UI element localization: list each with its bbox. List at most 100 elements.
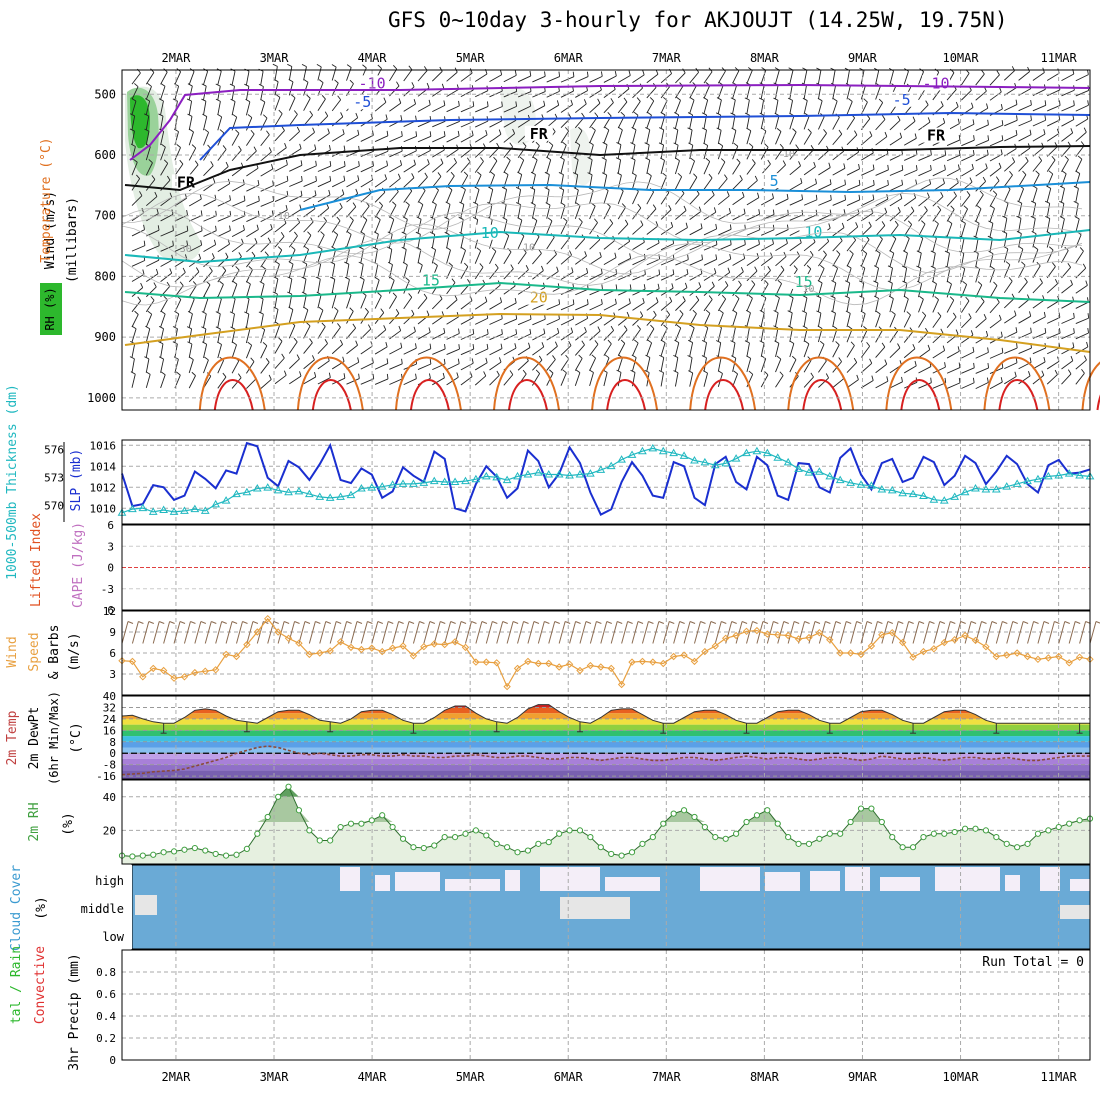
wind-barb-flag	[884, 359, 888, 365]
wind-barb	[732, 284, 742, 297]
wind-barb	[632, 101, 641, 114]
wind-barb-flag	[597, 98, 601, 104]
wind10m-marker	[721, 634, 730, 643]
wind-barb-flag	[458, 344, 460, 350]
wind-barb	[346, 220, 354, 233]
wind10m-barb	[444, 621, 452, 644]
wind-barb	[961, 351, 975, 359]
wind-barb	[531, 189, 536, 204]
wind-barb	[246, 133, 255, 146]
wind-barb-flag	[1051, 262, 1056, 267]
wind-barb	[675, 210, 687, 220]
wind-barb	[160, 131, 165, 146]
wind-barb	[975, 351, 989, 359]
wind-barb	[517, 105, 531, 113]
wind-barb-flag	[471, 358, 474, 364]
wind-barb-flag	[1059, 185, 1065, 189]
wind-barb-flag	[633, 339, 639, 344]
wind-barb	[1061, 188, 1065, 203]
wind-barb	[146, 273, 159, 282]
wind10m-marker	[399, 642, 407, 650]
wind-barb	[432, 135, 446, 143]
wind-barb-flag	[415, 373, 417, 379]
thickness-marker	[284, 487, 293, 496]
wind10m-marker	[368, 644, 376, 652]
wind-barb-flag	[557, 328, 560, 334]
wind-barb	[145, 314, 153, 328]
x-tick-label-bottom: 9MAR	[848, 1070, 878, 1084]
wind-barb	[717, 327, 722, 342]
wind-barb-flag	[850, 341, 855, 346]
wind-barb-flag	[333, 307, 339, 312]
wind-barb	[675, 243, 689, 251]
axis-label-temp-c: (6hr Min/Max)	[47, 691, 61, 785]
wind10m-markers	[118, 614, 1094, 691]
wind-barb	[717, 145, 724, 160]
wind-barb-flag	[1022, 170, 1027, 175]
wind-barb	[474, 161, 484, 173]
isotherm-label: -10	[359, 74, 386, 92]
wind-barb-flag	[215, 98, 221, 102]
thickness-marker	[991, 484, 1001, 493]
wind-barb-flag	[930, 150, 932, 156]
wind10m-barb-flag	[325, 621, 331, 624]
wind10m-barb	[704, 621, 712, 644]
wind10m-marker	[472, 658, 480, 666]
wind-barb-flag	[359, 276, 365, 281]
wind-barb-flag	[1073, 201, 1079, 204]
wind10m-barb-flag	[544, 621, 550, 624]
wind-barb	[517, 318, 532, 326]
wind-barb-flag	[440, 158, 444, 164]
wind-barb	[1075, 90, 1089, 97]
wind-barb-flag	[241, 238, 244, 244]
wind-barb-flag	[746, 355, 751, 359]
wind-barb	[1075, 203, 1079, 218]
wind-barb-flag	[873, 265, 879, 269]
wind-barb	[918, 283, 923, 298]
wind-barb	[946, 253, 950, 268]
wind-barb-flag	[416, 216, 422, 220]
wind-barb-flag	[427, 159, 430, 165]
wind10m-barb	[423, 621, 431, 644]
wind-barb	[875, 363, 887, 374]
wind-barb-flag	[150, 68, 155, 73]
wind-barb	[861, 362, 873, 373]
wind-barb-flag	[169, 268, 173, 274]
wind-barb	[960, 223, 966, 237]
thickness-marker	[887, 485, 897, 494]
wind-barb-flag	[947, 220, 953, 224]
wind-barb	[332, 377, 346, 385]
wind-barb	[1003, 174, 1013, 187]
wind10m-barb	[142, 621, 150, 644]
cloud-gap-high	[605, 877, 660, 891]
wind-barb-flag	[1015, 99, 1018, 105]
wind-barb-flag	[629, 284, 632, 290]
wind-barb	[889, 198, 903, 207]
wind-barb-flag	[336, 216, 341, 222]
wind10m-marker	[1075, 653, 1084, 661]
wind-barb-flag	[927, 344, 931, 350]
rh2m-marker	[129, 853, 136, 860]
wind-barb-flag	[674, 112, 679, 116]
wind-barb-flag	[472, 216, 478, 220]
wind10m-barb-flag	[304, 621, 311, 624]
wind-barb	[1032, 374, 1045, 385]
wind-barb-flag	[645, 354, 651, 358]
wind-barb-flag	[337, 95, 342, 101]
wind-barb-flag	[698, 282, 702, 288]
wind-barb-flag	[764, 143, 769, 148]
wind-barb	[203, 116, 208, 131]
wind-barb	[131, 100, 137, 115]
wind-barb-flag	[367, 324, 372, 330]
wind-barb	[689, 227, 703, 236]
wind-barb-flag	[387, 261, 393, 266]
wind-barb-flag	[1059, 216, 1065, 220]
wind-barb	[360, 378, 374, 385]
isotherm-minus10	[129, 83, 1091, 161]
rh2m-marker	[504, 844, 511, 851]
wind-barb-flag	[179, 159, 184, 165]
wind-barb	[617, 329, 628, 341]
wind10m-marker	[430, 640, 438, 648]
wind-barb-flag	[866, 341, 871, 347]
wind-barb-flag	[782, 160, 786, 166]
